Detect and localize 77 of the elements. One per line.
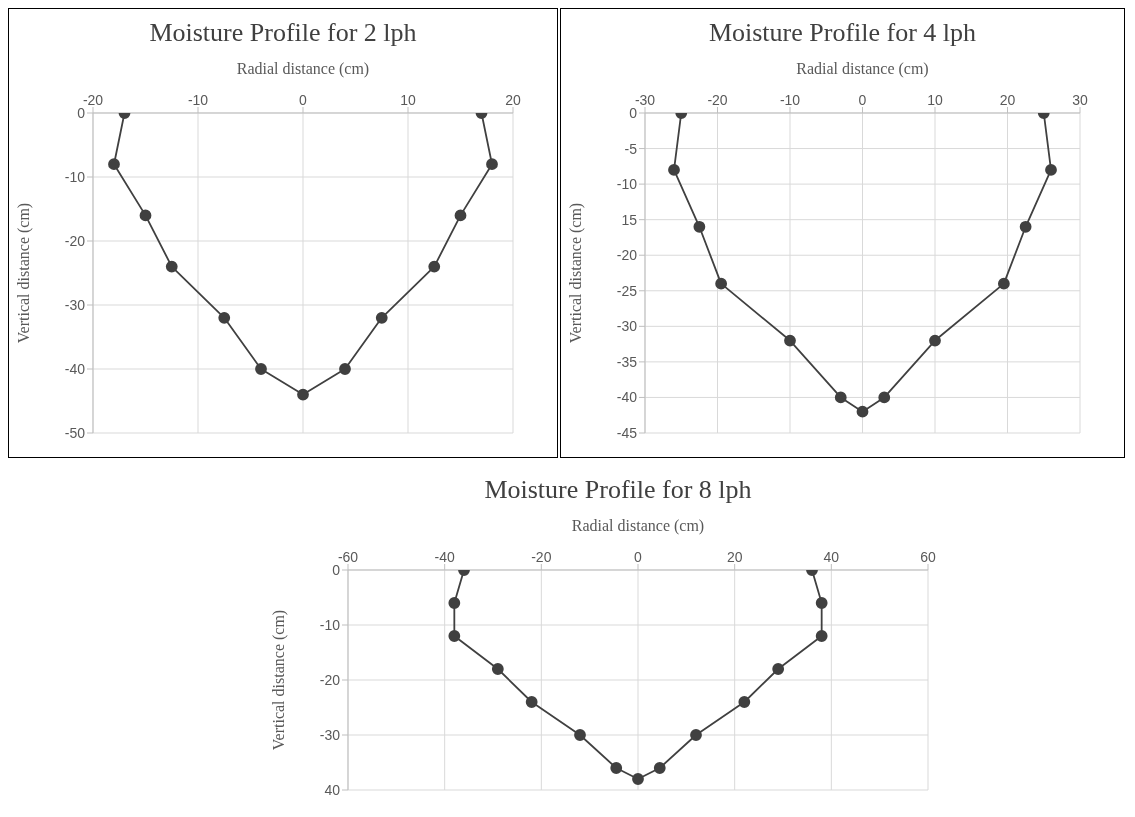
- point: [525, 696, 538, 708]
- point: [255, 363, 267, 375]
- chart-title: Moisture Profile for 8 lph: [483, 474, 753, 506]
- point: [375, 311, 388, 324]
- point: [653, 762, 666, 774]
- point: [772, 663, 785, 675]
- x-axis-title: Radial distance (cm): [796, 60, 929, 79]
- point: [815, 630, 828, 642]
- point: [486, 158, 498, 171]
- y-tick-label: -40: [616, 389, 638, 406]
- point: [297, 388, 309, 401]
- x-tick-label: 0: [858, 92, 867, 108]
- point: [428, 260, 441, 273]
- y-tick-label: -25: [616, 282, 638, 299]
- point: [491, 663, 504, 675]
- y-tick-label: -20: [616, 247, 638, 264]
- point: [610, 762, 623, 774]
- point: [693, 220, 706, 233]
- y-tick-label: -10: [616, 176, 638, 193]
- y-axis-title: Vertical distance (cm): [14, 202, 33, 344]
- y-tick-label: -50: [64, 424, 86, 441]
- y-tick-label: -10: [64, 168, 86, 185]
- x-tick-label: 20: [726, 549, 743, 565]
- x-tick-label: -10: [779, 92, 801, 108]
- x-tick-label: 10: [927, 92, 943, 108]
- x-tick-label: -20: [531, 549, 552, 565]
- point: [574, 729, 586, 741]
- x-tick-label: 30: [1072, 92, 1088, 108]
- point: [448, 630, 461, 642]
- y-tick-label: -5: [624, 140, 638, 157]
- point: [1045, 163, 1057, 176]
- point: [856, 405, 869, 418]
- y-tick-label: -30: [64, 296, 86, 313]
- x-tick-label: 60: [920, 549, 936, 565]
- x-tick-label: -20: [707, 92, 728, 108]
- y-axis-title: Vertical distance (cm): [566, 202, 585, 344]
- point: [834, 391, 847, 404]
- x-tick-label: 20: [999, 92, 1016, 108]
- point: [339, 363, 351, 375]
- y-tick-label: -40: [64, 360, 86, 377]
- point: [632, 773, 644, 785]
- y-tick-label: 40: [324, 781, 341, 798]
- y-tick-label: 15: [621, 211, 638, 228]
- point: [715, 277, 728, 290]
- x-axis-title: Radial distance (cm): [236, 60, 370, 79]
- x-tick-label: 10: [400, 92, 416, 108]
- point: [218, 311, 231, 324]
- point: [690, 729, 702, 741]
- y-tick-label: -30: [319, 726, 341, 743]
- y-tick-label: -20: [319, 671, 341, 688]
- point: [738, 696, 751, 708]
- x-tick-label: 0: [299, 92, 308, 108]
- point: [784, 334, 796, 347]
- y-axis-title: Vertical distance (cm): [269, 609, 288, 751]
- x-tick-label: 40: [823, 549, 840, 565]
- point: [454, 209, 467, 222]
- y-tick-label: -45: [616, 424, 638, 441]
- point: [878, 391, 891, 404]
- point: [139, 209, 152, 222]
- y-tick-label: -35: [616, 353, 638, 370]
- point: [108, 158, 120, 171]
- point: [165, 260, 178, 273]
- chart-title: Moisture Profile for 2 lph: [148, 17, 418, 49]
- x-tick-label: -10: [187, 92, 209, 108]
- x-axis-title: Radial distance (cm): [571, 517, 705, 536]
- x-tick-label: 20: [505, 92, 521, 108]
- point: [1019, 220, 1032, 233]
- x-tick-label: -40: [434, 549, 455, 565]
- point: [929, 334, 941, 347]
- y-tick-label: -10: [319, 616, 341, 633]
- point: [997, 277, 1010, 290]
- point: [448, 597, 461, 609]
- point: [815, 597, 828, 609]
- y-tick-label: -20: [64, 232, 86, 249]
- chart-title: Moisture Profile for 4 lph: [707, 17, 978, 49]
- point: [668, 163, 680, 176]
- y-tick-label: -30: [616, 318, 638, 335]
